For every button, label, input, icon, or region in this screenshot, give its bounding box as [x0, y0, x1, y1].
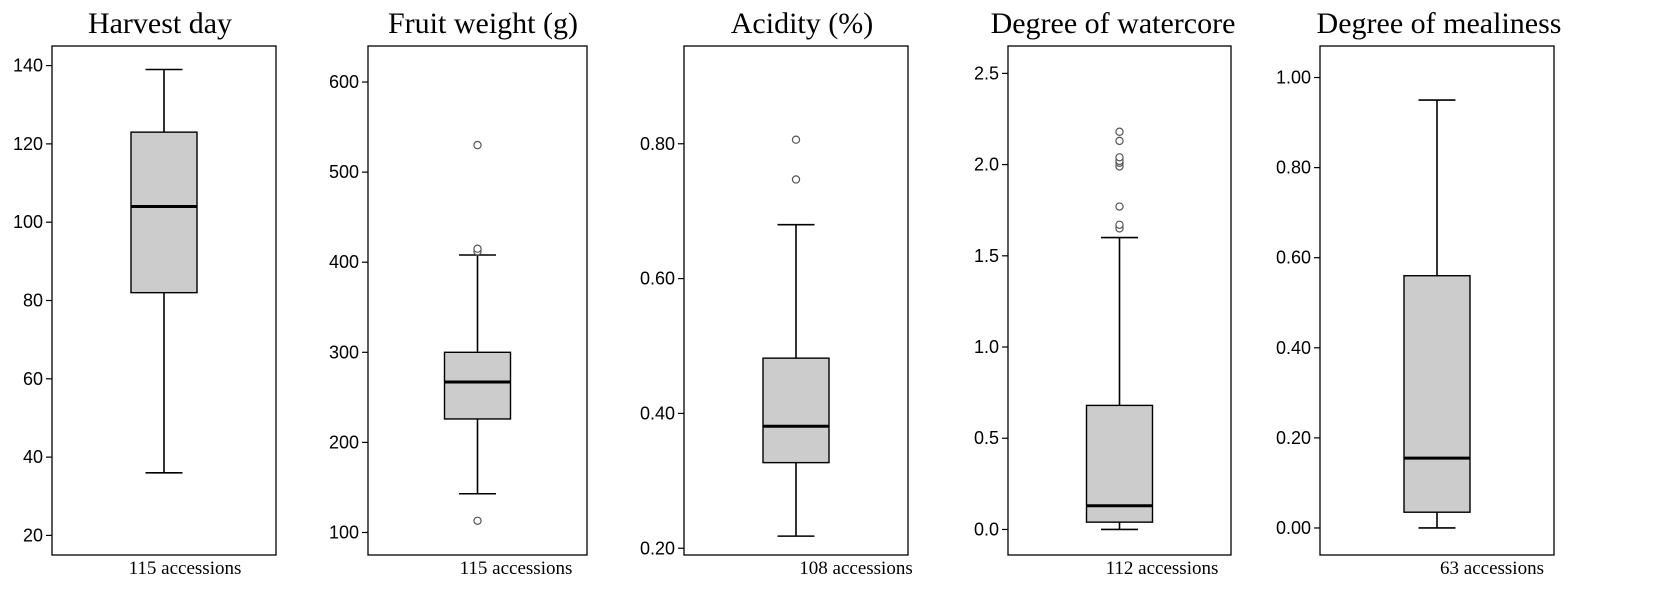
plot-frame — [1007, 45, 1232, 556]
outlier-point — [473, 140, 482, 150]
outlier-point — [1115, 153, 1124, 162]
sample-size-label: 115 accessions — [460, 558, 573, 579]
y-tick-label: 0.80 — [640, 134, 675, 154]
outlier-point — [791, 175, 801, 184]
sample-size-label: 112 accessions — [1106, 558, 1219, 579]
y-tick-label: 0.60 — [640, 269, 675, 289]
y-tick-label: 600 — [329, 72, 359, 92]
y-tick-label: 1.0 — [974, 337, 999, 357]
outlier-point — [1115, 136, 1124, 146]
boxplot-panel-1: Harvest day 20 40 60 80 100 120 140 115 accessio… — [13, 7, 277, 579]
iqr-box — [1403, 275, 1471, 513]
iqr-box — [762, 357, 830, 464]
y-tick-label: 300 — [329, 342, 359, 362]
boxplot-panel-4: Degree of watercore 0.0 0.5 1.0 1.5 2.0 2.5 112… — [974, 7, 1235, 579]
y-tick-label: 2.5 — [974, 63, 999, 83]
y-tick-label: 20 — [23, 525, 43, 545]
y-tick-label: 0.5 — [974, 428, 999, 448]
y-tick-label: 0.40 — [1276, 338, 1311, 358]
y-tick-label: 0.20 — [1276, 428, 1311, 448]
y-tick-label: 400 — [329, 252, 359, 272]
y-tick-label: 60 — [23, 369, 43, 389]
sample-size-label: 63 accessions — [1440, 558, 1544, 579]
panel-title: Degree of mealiness — [1317, 7, 1562, 40]
panel-title: Degree of watercore — [991, 7, 1236, 40]
y-tick-label: 100 — [13, 212, 43, 232]
boxplot-panel-3: Acidity (%) 0.20 0.40 0.60 0.80 108 accession… — [640, 7, 913, 579]
sample-size-label: 115 accessions — [129, 558, 242, 579]
outlier-point — [1115, 220, 1124, 229]
panel-title: Acidity (%) — [731, 7, 873, 40]
boxplot-panel-5: Degree of mealiness 0.00 0.20 0.40 0.60 0.80 1… — [1276, 7, 1562, 579]
outlier-point — [791, 135, 801, 144]
iqr-box — [1085, 404, 1154, 523]
outlier-point — [473, 244, 482, 253]
iqr-box — [443, 351, 512, 420]
boxplot-panel-2: Fruit weight (g) 100 200 300 400 500 600 115 ac… — [329, 7, 588, 579]
panel-title: Harvest day — [88, 7, 232, 40]
sample-size-label: 108 accessions — [799, 558, 912, 579]
y-tick-label: 200 — [329, 432, 359, 452]
plot-frame — [367, 45, 588, 556]
outlier-point — [1115, 127, 1124, 136]
y-tick-label: 1.00 — [1276, 68, 1311, 88]
y-tick-label: 2.0 — [974, 155, 999, 175]
y-tick-label: 40 — [23, 447, 43, 467]
outlier-point — [1115, 202, 1124, 211]
plot-frame — [683, 45, 909, 556]
panel-title: Fruit weight (g) — [388, 7, 578, 40]
y-tick-label: 80 — [23, 291, 43, 311]
y-tick-label: 0.80 — [1276, 158, 1311, 178]
y-tick-label: 140 — [13, 56, 43, 76]
y-tick-label: 0.40 — [640, 403, 675, 423]
plot-frame — [1319, 45, 1555, 556]
iqr-box — [130, 131, 198, 294]
y-tick-label: 100 — [329, 522, 359, 542]
y-tick-label: 120 — [13, 134, 43, 154]
y-tick-label: 0.20 — [640, 538, 675, 558]
y-tick-label: 1.5 — [974, 246, 999, 266]
y-tick-label: 0.60 — [1276, 248, 1311, 268]
y-tick-label: 0.0 — [974, 519, 999, 539]
y-tick-label: 500 — [329, 162, 359, 182]
y-tick-label: 0.00 — [1276, 518, 1311, 538]
outlier-point — [473, 516, 482, 525]
